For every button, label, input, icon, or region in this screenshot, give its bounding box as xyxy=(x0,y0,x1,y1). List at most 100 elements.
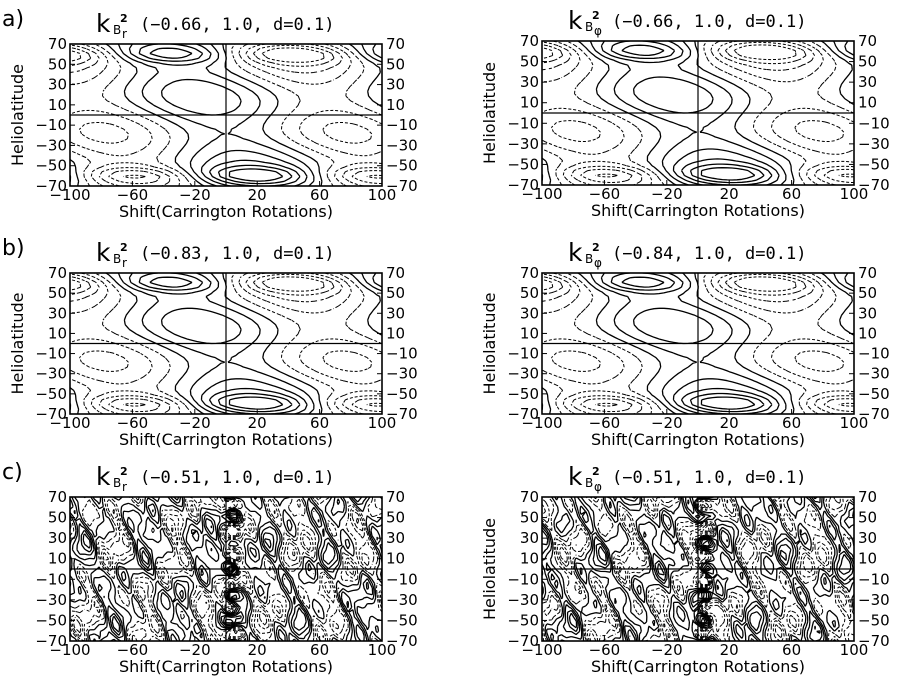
contour-level-10 xyxy=(149,276,293,413)
ytick-label-left: −50 xyxy=(35,611,67,629)
ytick-label-right: 10 xyxy=(858,550,877,568)
ytick-label-left: −10 xyxy=(35,116,67,134)
ytick-label-left: 70 xyxy=(520,488,539,506)
title-subscript: B xyxy=(113,252,121,266)
contour-level-9 xyxy=(80,497,378,641)
ytick-label-left: 70 xyxy=(520,32,539,50)
contour-level-3 xyxy=(542,273,854,414)
chart-panel-1: 70 50 30 10 −10 −30 −50 −70 70 50 30 10 −10 −30 −50 −70… xyxy=(2,7,418,221)
x-axis-label: Shift(Carrington Rotations) xyxy=(591,430,805,449)
contour-level-5 xyxy=(542,497,854,641)
ytick-label-right: 50 xyxy=(386,55,405,73)
xtick-label: 20 xyxy=(248,186,267,204)
title-symbol: k xyxy=(568,462,583,491)
title-subsubscript: r xyxy=(122,480,127,494)
xtick-label: −60 xyxy=(589,641,621,659)
ytick-label-right: −70 xyxy=(858,176,890,194)
chart-panel-6: 70 50 30 10 −10 −30 −50 −70 70 50 30 10 −10 −30 −50 −70… xyxy=(480,462,890,676)
panel-label: a) xyxy=(2,7,24,32)
ytick-label-left: 30 xyxy=(48,529,67,547)
ytick-label-left: −50 xyxy=(507,155,539,173)
ytick-label-left: −50 xyxy=(35,385,67,403)
contour-level-9 xyxy=(542,497,852,641)
contour-level-9 xyxy=(610,41,773,185)
title-symbol: k xyxy=(568,238,583,267)
xtick-label: 60 xyxy=(310,186,329,204)
xtick-label: 20 xyxy=(248,414,267,432)
ytick-label-right: −10 xyxy=(858,345,890,363)
xtick-label: −60 xyxy=(589,414,621,432)
plot-frame xyxy=(69,272,383,415)
ytick-label-right: 70 xyxy=(386,264,405,282)
xtick-label: −100 xyxy=(521,641,562,659)
xtick-label: 60 xyxy=(782,185,801,203)
contour-level-1 xyxy=(698,525,710,586)
ytick-label-right: 30 xyxy=(858,529,877,547)
ytick-label-right: −30 xyxy=(858,591,890,609)
ytick-label-right: −50 xyxy=(386,157,418,175)
ytick-label-right: −50 xyxy=(858,385,890,403)
contour-level-3 xyxy=(71,497,382,641)
contour-level-10 xyxy=(149,47,293,185)
ytick-label-left: 50 xyxy=(520,53,539,71)
contour-level-2 xyxy=(72,516,382,638)
xtick-label: 100 xyxy=(368,186,397,204)
chart-panel-3: 70 50 30 10 −10 −30 −50 −70 70 50 30 10 −10 −30 −50 −70… xyxy=(2,236,418,449)
title-subscript: B xyxy=(113,476,121,490)
ytick-label-left: 10 xyxy=(48,550,67,568)
contour-level-2 xyxy=(70,273,382,413)
contour-level-8 xyxy=(128,273,382,414)
title-params: (−0.83, 1.0, d=0.1) xyxy=(140,244,334,264)
xtick-label: 60 xyxy=(310,641,329,659)
xtick-label: −100 xyxy=(521,414,562,432)
xtick-label: −20 xyxy=(651,414,683,432)
title-superscript: 2 xyxy=(592,9,600,22)
title-superscript: 2 xyxy=(120,465,128,478)
ytick-label-right: 70 xyxy=(386,35,405,53)
plot-frame xyxy=(541,40,855,186)
ytick-label-left: 10 xyxy=(520,550,539,568)
ytick-label-left: 30 xyxy=(520,304,539,322)
contour-lines xyxy=(542,273,854,414)
panel-label: b) xyxy=(2,236,25,261)
contour-level-1 xyxy=(542,44,854,178)
ytick-label-right: 50 xyxy=(858,284,877,302)
contour-level-2 xyxy=(70,44,382,185)
ytick-label-left: 30 xyxy=(48,304,67,322)
contour-level-9 xyxy=(610,273,773,414)
title-symbol: k xyxy=(96,238,111,267)
xtick-label: −60 xyxy=(589,185,621,203)
ytick-label-right: 10 xyxy=(386,550,405,568)
ytick-label-left: −30 xyxy=(35,591,67,609)
ytick-label-right: −70 xyxy=(386,632,418,650)
y-axis-label: Heliolatitude xyxy=(480,293,499,395)
y-axis-label: Heliolatitude xyxy=(480,518,499,620)
ytick-label-left: 30 xyxy=(520,529,539,547)
xtick-label: 100 xyxy=(368,641,397,659)
ytick-label-right: 70 xyxy=(858,264,877,282)
contour-lines xyxy=(70,497,382,641)
xtick-label: 100 xyxy=(840,185,869,203)
xtick-label: 20 xyxy=(720,185,739,203)
ytick-label-left: 50 xyxy=(520,509,539,527)
ytick-label-left: 10 xyxy=(48,96,67,114)
xtick-label: −20 xyxy=(651,641,683,659)
xtick-label: −60 xyxy=(117,186,149,204)
xtick-label: −60 xyxy=(117,414,149,432)
xtick-label: 20 xyxy=(720,414,739,432)
ytick-label-left: 50 xyxy=(520,284,539,302)
title-subscript: B xyxy=(113,23,121,37)
contour-level-7 xyxy=(542,497,854,641)
title-subscript: B xyxy=(585,20,593,34)
title-subsubscript: r xyxy=(122,256,127,270)
contour-level-4 xyxy=(542,497,854,641)
title-params: (−0.51, 1.0, d=0.1) xyxy=(140,468,334,488)
panel-label: c) xyxy=(2,460,23,485)
ytick-label-left: 30 xyxy=(48,76,67,94)
ytick-label-right: −50 xyxy=(858,155,890,173)
ytick-label-right: 70 xyxy=(858,488,877,506)
contour-level-4 xyxy=(70,497,382,641)
ytick-label-left: 50 xyxy=(48,284,67,302)
xtick-label: −100 xyxy=(49,414,90,432)
ytick-label-right: −50 xyxy=(386,385,418,403)
